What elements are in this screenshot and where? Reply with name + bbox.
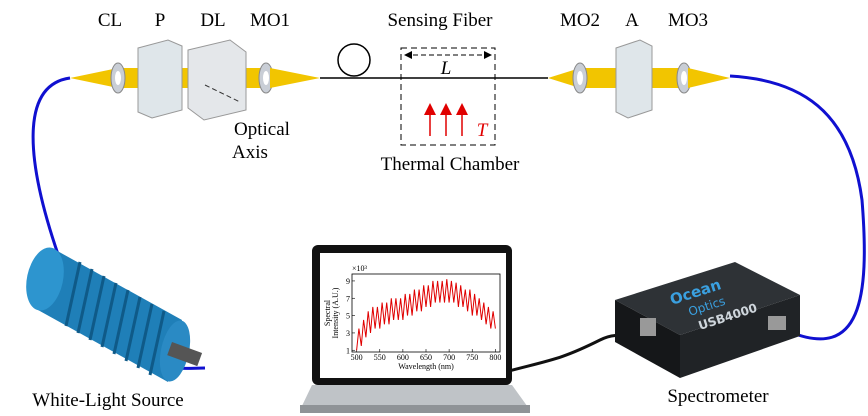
- y-tick-label: 1: [346, 346, 350, 355]
- label-spectrometer: Spectrometer: [667, 386, 769, 407]
- label-mo3: MO3: [668, 10, 708, 31]
- heat-arrows: [430, 106, 462, 136]
- lens-mo1-center: [263, 71, 269, 85]
- analyzer: [616, 40, 652, 118]
- x-tick-label: 650: [420, 353, 432, 362]
- y-tick-label: 7: [346, 294, 350, 303]
- y-axis-label: Intensity (A.U.): [331, 287, 340, 338]
- label-mo2: MO2: [560, 10, 600, 31]
- label-white-light-source: White-Light Source: [32, 390, 183, 411]
- x-tick-label: 550: [374, 353, 386, 362]
- x-tick-label: 700: [443, 353, 455, 362]
- x-tick-label: 500: [351, 353, 363, 362]
- x-tick-label: 750: [466, 353, 478, 362]
- label-optical-axis: Axis: [232, 142, 268, 163]
- multiplier: ×10³: [352, 264, 368, 273]
- label-sensing-fiber: Sensing Fiber: [387, 10, 493, 31]
- setup-diagram: CL P DL MO1 Sensing Fiber L T MO2 A MO3 …: [0, 0, 868, 416]
- polarizer: [138, 40, 182, 118]
- fiber-loop: [338, 44, 370, 76]
- label-dl: DL: [200, 10, 225, 31]
- label-p: P: [155, 10, 166, 31]
- lens-mo3-center: [681, 71, 687, 85]
- spectrometer: Ocean Optics USB4000: [615, 262, 800, 378]
- y-tick-label: 3: [346, 329, 350, 338]
- y-tick-label: 9: [346, 277, 350, 286]
- x-axis-label: Wavelength (nm): [398, 362, 454, 371]
- lens-mo2-center: [577, 71, 583, 85]
- label-thermal-chamber: Thermal Chamber: [381, 154, 520, 175]
- delay-line: [188, 40, 246, 120]
- label-length: L: [440, 58, 452, 79]
- lens-cl-center: [115, 71, 121, 85]
- label-temperature: T: [477, 120, 489, 141]
- white-light-source: [21, 244, 202, 384]
- x-tick-label: 800: [489, 353, 501, 362]
- beam: [688, 68, 730, 88]
- label-cl: CL: [98, 10, 122, 31]
- y-tick-label: 5: [346, 312, 350, 321]
- label-analyzer: A: [625, 10, 639, 31]
- beam: [270, 68, 320, 88]
- label-mo1: MO1: [250, 10, 290, 31]
- x-tick-label: 600: [397, 353, 409, 362]
- label-optical-axis: Optical: [234, 119, 290, 140]
